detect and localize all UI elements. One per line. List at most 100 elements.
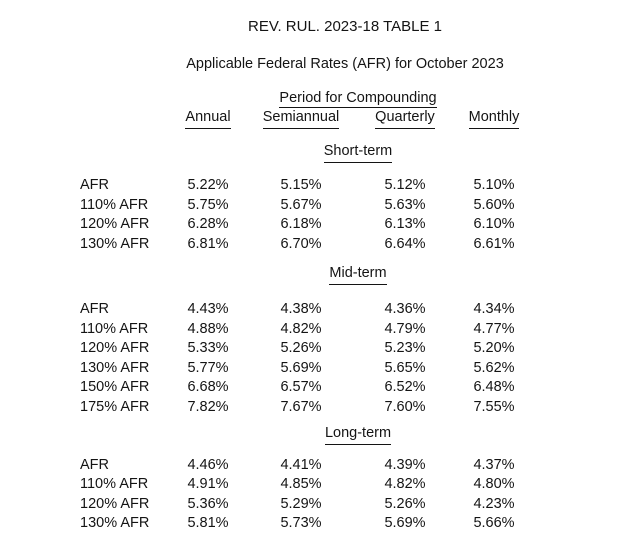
rate-cell: 5.33%: [187, 340, 229, 356]
rate-cell: 4.38%: [280, 301, 322, 317]
rate-cell: 6.18%: [280, 216, 322, 232]
table-row: 110% AFR 4.88% 4.82% 4.79% 4.77%: [80, 320, 540, 340]
rate-cell: 6.48%: [473, 379, 515, 395]
row-label: AFR: [80, 456, 109, 473]
table-row: AFR 4.43% 4.38% 4.36% 4.34%: [80, 300, 540, 320]
rate-cell: 5.65%: [384, 359, 426, 376]
rate-cell: 4.39%: [384, 456, 426, 473]
row-label: 130% AFR: [80, 235, 150, 252]
row-label: AFR: [80, 301, 109, 317]
rate-cell: 5.77%: [187, 359, 229, 376]
rate-cell: 6.61%: [473, 235, 515, 252]
table-row: 110% AFR 4.91% 4.85% 4.82% 4.80%: [80, 475, 540, 495]
rate-cell: 7.67%: [280, 398, 322, 415]
rate-cell: 4.77%: [473, 320, 515, 337]
rate-cell: 4.43%: [187, 301, 229, 317]
rate-cell: 5.62%: [473, 359, 515, 376]
section-heading-mid-term: Mid-term: [329, 264, 387, 285]
rate-cell: 4.85%: [280, 476, 322, 492]
rate-cell: 5.26%: [280, 340, 322, 356]
rate-cell: 6.68%: [187, 379, 229, 395]
rate-cell: 4.46%: [187, 456, 229, 473]
row-label: 175% AFR: [80, 398, 150, 415]
rate-cell: 5.63%: [384, 196, 426, 213]
table-row: 130% AFR 6.81% 6.70% 6.64% 6.61%: [80, 235, 540, 255]
rate-cell: 5.22%: [187, 177, 229, 193]
rate-cell: 5.73%: [280, 515, 322, 531]
table-row: AFR 5.22% 5.15% 5.12% 5.10%: [80, 176, 540, 196]
table-row: 120% AFR 5.36% 5.29% 5.26% 4.23%: [80, 495, 540, 515]
table-row: 175% AFR 7.82% 7.67% 7.60% 7.55%: [80, 398, 540, 418]
table-row: 130% AFR 5.81% 5.73% 5.69% 5.66%: [80, 514, 540, 534]
rate-cell: 4.79%: [384, 320, 426, 337]
row-label: 150% AFR: [80, 379, 150, 395]
rate-cell: 5.15%: [280, 177, 322, 193]
page-subtitle: Applicable Federal Rates (AFR) for Octob…: [186, 56, 504, 72]
rate-cell: 5.66%: [473, 515, 515, 531]
rate-cell: 5.81%: [187, 515, 229, 531]
rate-cell: 7.60%: [384, 398, 426, 415]
table-row: AFR 4.46% 4.41% 4.39% 4.37%: [80, 456, 540, 476]
rate-cell: 5.10%: [473, 177, 515, 193]
spacer: [80, 129, 540, 143]
section-heading-long-term: Long-term: [324, 424, 392, 445]
table-row: 110% AFR 5.75% 5.67% 5.63% 5.60%: [80, 196, 540, 216]
section-heading-row: Mid-term: [80, 264, 540, 285]
rate-cell: 7.55%: [473, 398, 515, 415]
section-heading-row: Long-term: [80, 424, 540, 445]
table-row: 120% AFR 6.28% 6.18% 6.13% 6.10%: [80, 215, 540, 235]
spacer: [80, 254, 540, 264]
rate-cell: 5.29%: [280, 495, 322, 512]
table-row: 130% AFR 5.77% 5.69% 5.65% 5.62%: [80, 359, 540, 379]
column-header-quarterly: Quarterly: [375, 108, 435, 129]
rate-cell: 4.80%: [473, 476, 515, 492]
row-label: AFR: [80, 177, 109, 193]
rate-cell: 4.82%: [384, 476, 426, 492]
rate-cell: 6.13%: [384, 216, 426, 232]
page-title: REV. RUL. 2023-18 TABLE 1: [247, 18, 442, 35]
rate-cell: 4.88%: [187, 320, 229, 337]
rate-cell: 4.36%: [384, 301, 426, 317]
row-label: 130% AFR: [80, 359, 150, 376]
rate-cell: 5.69%: [280, 359, 322, 376]
table-row: 120% AFR 5.33% 5.26% 5.23% 5.20%: [80, 339, 540, 359]
rate-cell: 4.23%: [473, 495, 515, 512]
rate-cell: 5.60%: [473, 196, 515, 213]
rate-cell: 5.23%: [384, 340, 426, 356]
rate-cell: 5.75%: [187, 196, 229, 213]
rate-cell: 5.20%: [473, 340, 515, 356]
rate-cell: 6.81%: [187, 235, 229, 252]
rate-cell: 6.64%: [384, 235, 426, 252]
rate-cell: 4.91%: [187, 476, 229, 492]
rate-cell: 5.36%: [187, 495, 229, 512]
rate-cell: 7.82%: [187, 398, 229, 415]
afr-rate-table: Period for Compounding Annual Semiannual…: [80, 90, 540, 534]
rate-cell: 6.70%: [280, 235, 322, 252]
spacer: [80, 445, 540, 456]
table-row: 150% AFR 6.68% 6.57% 6.52% 6.48%: [80, 378, 540, 398]
rate-cell: 6.10%: [473, 216, 515, 232]
row-label: 110% AFR: [80, 476, 149, 492]
row-label: 130% AFR: [80, 515, 150, 531]
section-heading-row: Short-term: [80, 142, 540, 163]
compounding-header-row: Period for Compounding: [80, 90, 540, 108]
rate-cell: 6.28%: [187, 216, 229, 232]
section-heading-short-term: Short-term: [323, 142, 393, 163]
rate-cell: 6.57%: [280, 379, 322, 395]
rate-cell: 5.67%: [280, 196, 322, 213]
row-label: 110% AFR: [80, 320, 149, 337]
row-label: 120% AFR: [80, 340, 150, 356]
column-header-row: Annual Semiannual Quarterly Monthly: [80, 108, 540, 129]
column-header-semiannual: Semiannual: [262, 108, 340, 129]
rate-cell: 5.26%: [384, 495, 426, 512]
document-content: REV. RUL. 2023-18 TABLE 1 Applicable Fed…: [80, 0, 610, 534]
compounding-header: Period for Compounding: [279, 90, 437, 108]
column-header-monthly: Monthly: [468, 108, 520, 129]
rate-cell: 6.52%: [384, 379, 426, 395]
row-label: 120% AFR: [80, 495, 150, 512]
row-label: 120% AFR: [80, 216, 150, 232]
row-label: 110% AFR: [80, 196, 149, 213]
spacer: [80, 417, 540, 424]
spacer: [80, 285, 540, 301]
